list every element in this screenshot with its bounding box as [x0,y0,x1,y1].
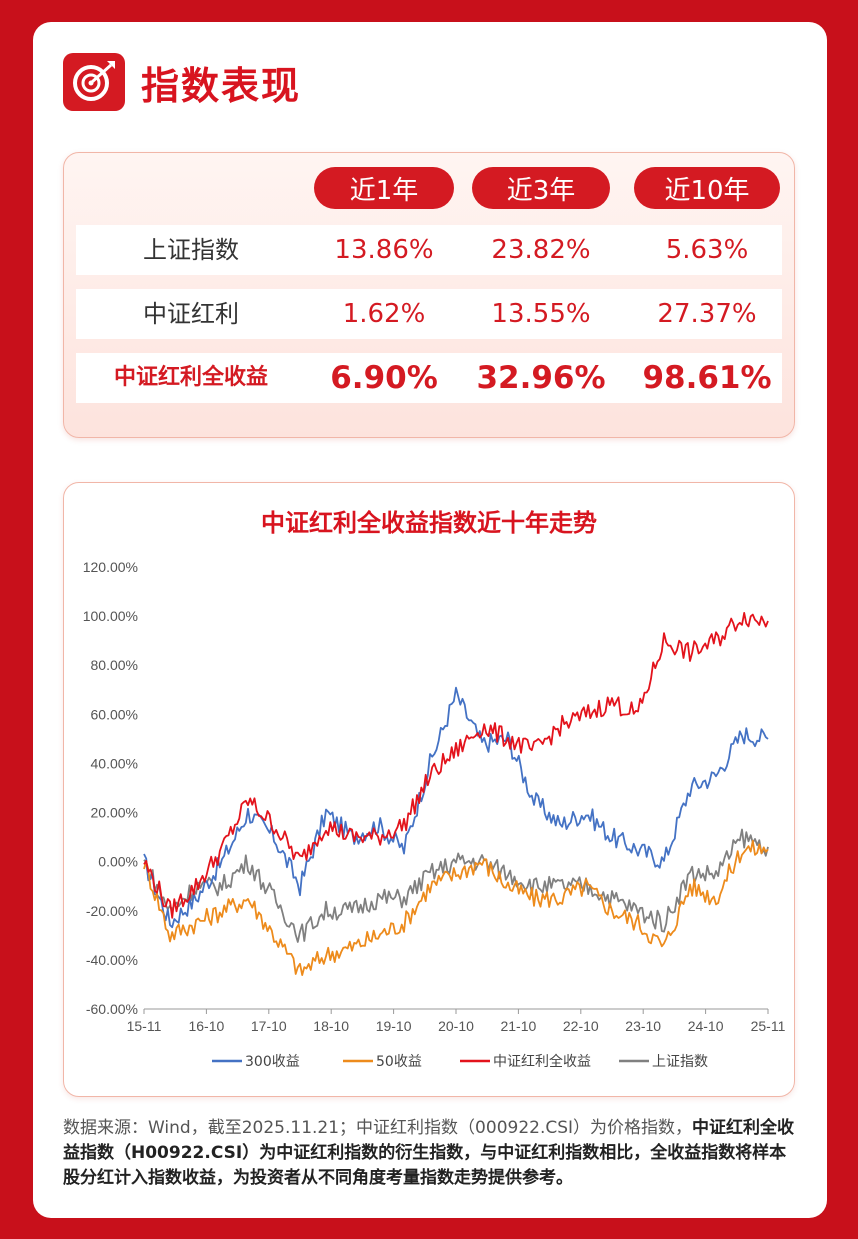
value-cell: 6.90% [330,360,438,396]
performance-table: 近1年 近3年 近10年 上证指数 13.86% 23.82% 5.63% 中证… [63,152,795,438]
legend-label: 上证指数 [652,1054,708,1070]
value-cell: 1.62% [342,299,426,329]
footnote-source: 数据来源：Wind，截至2025.11.21；中证红利指数（000922.CSI… [63,1118,693,1138]
line-chart: 120.00% 100.00% 80.00% 60.00% 40.00% 20.00% 0.… [83,559,786,1070]
legend-label: 中证红利全收益 [493,1053,591,1070]
y-tick-label: 120.00% [83,559,138,575]
y-tick-label: 40.00% [91,755,138,771]
row-name: 上证指数 [143,236,239,264]
y-tick-label: 100.00% [83,608,138,624]
x-tick-label: 21-10 [500,1018,536,1034]
y-tick-label: 20.00% [91,805,138,821]
series-line-1 [143,839,769,977]
target-icon [63,53,125,111]
y-tick-label: -60.00% [86,1001,138,1017]
legend-label: 50收益 [376,1054,422,1070]
period-pill-10y: 近10年 [634,167,780,209]
y-tick-label: 0.00% [98,854,138,870]
x-tick-label: 23-10 [625,1018,661,1034]
value-cell: 23.82% [491,235,591,265]
value-cell: 32.96% [476,360,606,396]
x-tick-label: 16-10 [188,1018,224,1034]
footnote-explanation: 中证红利全收益指数（H00922.CSI）为中证红利指数的衍生指数，与中证红利指… [63,1118,795,1188]
y-tick-label: 60.00% [91,706,138,722]
footnote: 数据来源：Wind，截至2025.11.21；中证红利指数（000922.CSI… [63,1116,803,1191]
legend-label: 300收益 [245,1054,300,1070]
table-row: 中证红利全收益 6.90% 32.96% 98.61% [76,353,782,403]
x-tick-label: 18-10 [313,1018,349,1034]
y-tick-label: -20.00% [86,903,138,919]
x-tick-label: 25-11 [751,1018,786,1034]
y-tick-label: -40.00% [86,952,138,968]
period-pill-3y: 近3年 [472,167,610,209]
value-cell: 13.55% [491,299,591,329]
chart-title: 中证红利全收益指数近十年走势 [261,509,597,537]
y-tick-label: 80.00% [91,657,138,673]
row-name: 中证红利 [143,300,239,328]
x-tick-label: 20-10 [438,1018,474,1034]
page-title: 指数表现 [141,63,302,108]
table-row: 上证指数 13.86% 23.82% 5.63% [76,225,782,275]
row-name: 中证红利全收益 [113,365,268,390]
period-pill-1y: 近1年 [314,167,454,209]
x-tick-label: 22-10 [563,1018,599,1034]
x-tick-label: 17-10 [251,1018,287,1034]
value-cell: 98.61% [642,360,772,396]
x-tick-label: 24-10 [688,1018,724,1034]
table-row: 中证红利 1.62% 13.55% 27.37% [76,289,782,339]
value-cell: 13.86% [334,235,434,265]
chart-panel: 中证红利全收益指数近十年走势 120.00% 100.00% 80.00% 60.00… [63,482,795,1097]
value-cell: 5.63% [665,235,749,265]
x-tick-label: 15-11 [127,1018,162,1034]
x-tick-label: 19-10 [376,1018,412,1034]
main-card: 指数表现 近1年 近3年 近10年 上证指数 13.86% 23.82% 5.6… [33,22,827,1218]
series-line-0 [143,686,769,929]
header: 指数表现 [63,52,301,112]
series-line-3 [143,828,769,943]
series-line-2 [143,611,769,919]
value-cell: 27.37% [657,299,757,329]
